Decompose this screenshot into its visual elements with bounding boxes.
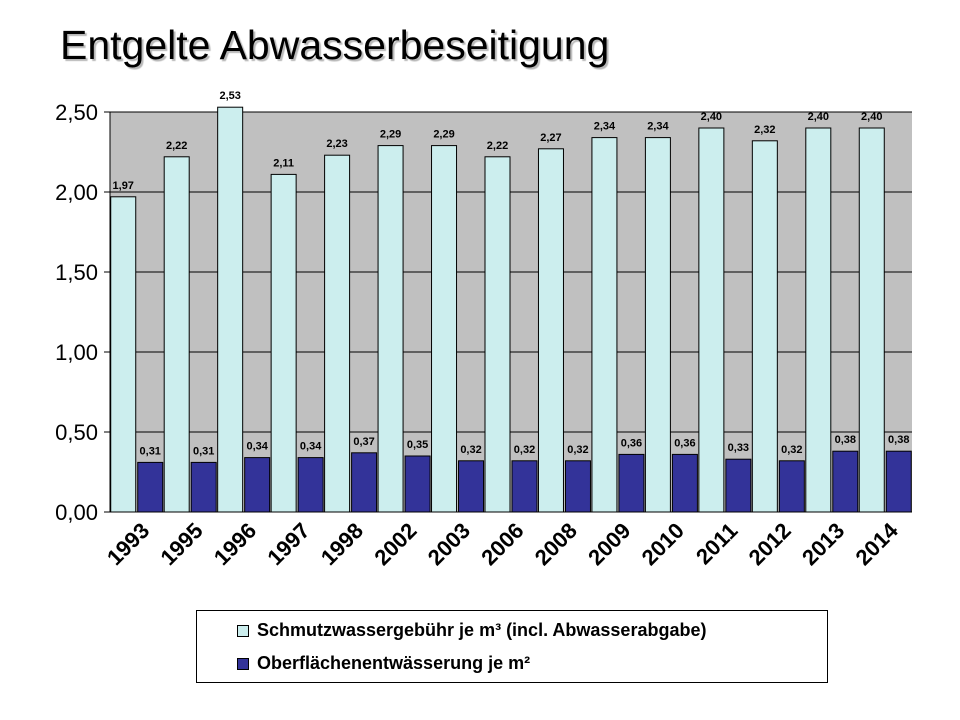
plot-area xyxy=(110,112,912,512)
y-tick-labels: 0,00 0,50 1,00 1,50 2,00 2,50 xyxy=(55,100,110,525)
x-tick-label: 2012 xyxy=(744,518,796,570)
x-tick-label: 1998 xyxy=(316,518,368,570)
data-label-series-2: 0,31 xyxy=(140,445,161,457)
y-tick-label: 1,50 xyxy=(55,260,98,285)
data-label-series-2: 0,34 xyxy=(246,441,268,453)
bar-chart: 1,97 0,31 2,22 0,31 2,53 0,34 2,11 0,34 2,23 0,37… xyxy=(55,90,912,570)
bar-series-2 xyxy=(564,460,591,513)
data-label-series-1: 2,22 xyxy=(166,140,187,152)
bar-series-1 xyxy=(751,140,778,513)
bar-series-2 xyxy=(511,460,538,513)
data-label-series-2: 0,38 xyxy=(835,434,856,446)
bar-series-2 xyxy=(618,453,645,513)
legend-label-series-1: Schmutzwassergebühr je m³ (incl. Abwasse… xyxy=(257,620,707,640)
legend-swatch-series-1 xyxy=(237,624,249,637)
bar-series-1 xyxy=(217,106,244,513)
data-labels: 1,97 0,31 2,22 0,31 2,53 0,34 2,11 0,34 2,23 0,37… xyxy=(113,90,910,457)
data-label-series-2: 0,36 xyxy=(674,437,695,449)
bar-series-1 xyxy=(805,127,832,513)
data-label-series-2: 0,32 xyxy=(781,444,802,456)
bar-series-2 xyxy=(725,458,752,513)
x-tick-label: 2003 xyxy=(423,518,475,570)
data-label-series-1: 1,97 xyxy=(113,180,134,192)
chart-title: Entgelte Abwasserbeseitigung xyxy=(60,22,610,68)
x-tick-label: 2011 xyxy=(691,518,742,569)
legend-swatch-series-2 xyxy=(237,657,249,670)
data-label-series-1: 2,32 xyxy=(754,124,775,136)
bar-series-2 xyxy=(404,455,431,513)
x-tick-labels: 1993 1995 1996 1997 1998 2002 2003 2006 2008 2009… xyxy=(102,517,903,570)
data-label-series-2: 0,38 xyxy=(888,434,909,446)
data-label-series-1: 2,40 xyxy=(861,111,882,123)
legend-item-series-1: Schmutzwassergebühr je m³ (incl. Abwasse… xyxy=(237,620,706,641)
data-label-series-1: 2,29 xyxy=(433,129,454,141)
data-label-series-2: 0,33 xyxy=(728,442,749,454)
bar-series-2 xyxy=(885,450,912,513)
x-tick-label: 2002 xyxy=(369,518,421,570)
bar-series-1 xyxy=(110,196,137,513)
bar-series-1 xyxy=(644,137,671,513)
x-tick-label: 2009 xyxy=(583,518,635,570)
x-tick-label: 2014 xyxy=(851,517,904,570)
data-label-series-2: 0,36 xyxy=(621,437,642,449)
x-tick-label: 1993 xyxy=(102,518,154,570)
y-tick-label: 2,00 xyxy=(55,180,98,205)
data-label-series-1: 2,34 xyxy=(594,121,616,133)
bar-series-2 xyxy=(671,453,698,513)
bar-series-1 xyxy=(431,145,458,513)
data-label-series-2: 0,31 xyxy=(193,445,214,457)
data-label-series-2: 0,34 xyxy=(300,441,322,453)
bar-series-1 xyxy=(537,148,564,513)
gridlines xyxy=(110,111,912,433)
data-label-series-1: 2,27 xyxy=(540,132,561,144)
bar-series-2 xyxy=(458,460,485,513)
bar-series-2 xyxy=(244,457,271,513)
data-label-series-2: 0,32 xyxy=(514,444,535,456)
bar-series-1 xyxy=(591,137,618,513)
data-label-series-1: 2,40 xyxy=(701,111,722,123)
x-tick-label: 2006 xyxy=(476,518,528,570)
data-label-series-1: 2,11 xyxy=(273,157,294,169)
x-tick-label: 1996 xyxy=(209,518,261,570)
x-tick-label: 1995 xyxy=(155,518,207,570)
x-tick-label: 2010 xyxy=(637,518,689,570)
legend: Schmutzwassergebühr je m³ (incl. Abwasse… xyxy=(196,610,828,683)
bar-series-2 xyxy=(778,460,805,513)
bar-series-2 xyxy=(832,450,859,513)
x-tick-label: 2013 xyxy=(797,518,849,570)
x-tick-label: 2008 xyxy=(530,518,582,570)
data-label-series-1: 2,23 xyxy=(326,138,347,150)
y-tick-label: 2,50 xyxy=(55,100,98,125)
bar-series-2 xyxy=(190,461,217,513)
bar-series-1 xyxy=(270,173,297,513)
data-label-series-2: 0,32 xyxy=(567,444,588,456)
bars xyxy=(110,106,912,513)
bar-series-2 xyxy=(351,452,378,513)
data-label-series-1: 2,29 xyxy=(380,129,401,141)
data-label-series-2: 0,35 xyxy=(407,439,428,451)
data-label-series-2: 0,32 xyxy=(460,444,481,456)
bar-series-1 xyxy=(324,154,351,513)
data-label-series-1: 2,34 xyxy=(647,121,669,133)
bar-series-1 xyxy=(484,156,511,513)
bar-series-1 xyxy=(377,145,404,513)
x-tick-label: 1997 xyxy=(262,518,314,570)
bar-series-1 xyxy=(698,127,725,513)
data-label-series-2: 0,37 xyxy=(353,436,374,448)
legend-item-series-2: Oberflächenentwässerung je m² xyxy=(237,653,530,674)
data-label-series-1: 2,53 xyxy=(219,90,240,102)
bar-series-2 xyxy=(137,461,164,513)
data-label-series-1: 2,22 xyxy=(487,140,508,152)
y-tick-label: 0,00 xyxy=(55,500,98,525)
y-tick-label: 0,50 xyxy=(55,420,98,445)
bar-series-1 xyxy=(858,127,885,513)
bar-series-1 xyxy=(163,156,190,513)
bar-series-2 xyxy=(297,457,324,513)
legend-label-series-2: Oberflächenentwässerung je m² xyxy=(257,653,531,673)
data-label-series-1: 2,40 xyxy=(808,111,829,123)
y-tick-label: 1,00 xyxy=(55,340,98,365)
